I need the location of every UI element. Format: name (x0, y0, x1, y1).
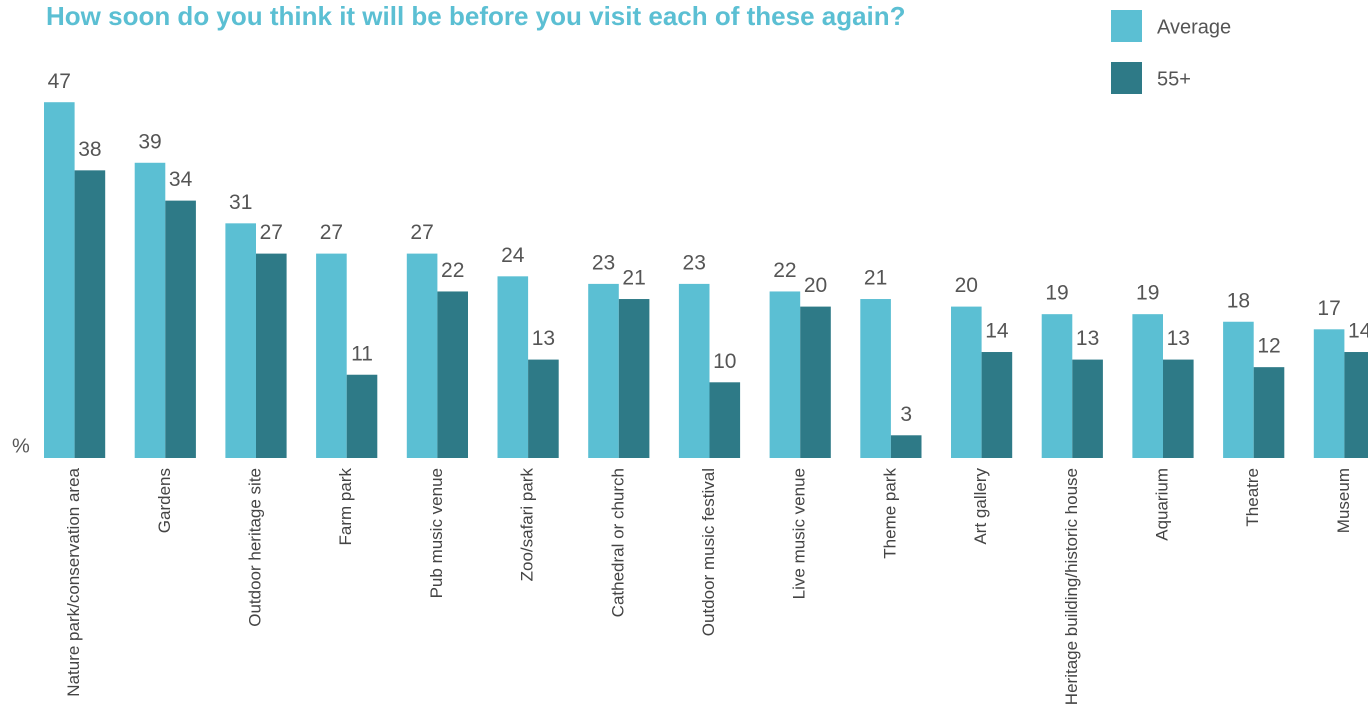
value-label: 23 (683, 251, 706, 274)
value-label: 18 (1227, 289, 1250, 312)
chart-title: How soon do you think it will be before … (46, 1, 906, 31)
legend-label: Average (1157, 16, 1231, 38)
value-label: 14 (1348, 320, 1368, 343)
bar (678, 283, 710, 458)
bar (1072, 359, 1103, 458)
bar (316, 253, 347, 458)
bar (709, 382, 741, 458)
value-label: 39 (138, 130, 161, 153)
bar (165, 200, 196, 458)
bar (74, 170, 106, 458)
value-label: 20 (955, 274, 978, 297)
value-label: 19 (1136, 282, 1159, 305)
x-tick-label: Aquarium (1152, 468, 1171, 541)
value-label: 12 (1257, 335, 1280, 358)
value-label: 47 (48, 70, 71, 93)
legend-swatch (1111, 62, 1142, 94)
bar (1313, 329, 1345, 458)
x-tick-label: Pub music venue (427, 468, 446, 598)
value-label: 22 (441, 259, 464, 282)
x-tick-label: Art gallery (971, 468, 990, 545)
legend-label: 55+ (1157, 68, 1191, 90)
bar (1223, 321, 1254, 458)
legend-swatch (1111, 10, 1142, 42)
bar (1163, 359, 1194, 458)
x-tick-label: Theatre (1243, 468, 1262, 527)
bar (860, 299, 891, 458)
x-tick-label: Farm park (336, 468, 355, 546)
value-label: 21 (864, 267, 887, 290)
value-label: 19 (1045, 282, 1068, 305)
x-tick-label: Museum (1334, 468, 1353, 533)
value-label: 38 (78, 138, 101, 161)
x-tick-label: Theme park (880, 468, 899, 559)
bar (44, 102, 75, 459)
x-tick-label: Live music venue (790, 468, 809, 599)
bar (800, 306, 831, 458)
value-label: 14 (985, 320, 1009, 343)
x-tick-label: Outdoor heritage site (245, 468, 264, 627)
bar (406, 253, 438, 458)
bar (1041, 314, 1073, 458)
value-label: 3 (900, 403, 912, 426)
bar (890, 435, 922, 458)
bar (134, 162, 166, 458)
x-tick-label: Heritage building/historic house (1062, 468, 1081, 705)
value-label: 31 (229, 191, 252, 214)
bar (588, 283, 619, 458)
value-label: 13 (1167, 327, 1190, 350)
value-label: 22 (773, 259, 796, 282)
x-tick-label: Cathedral or church (608, 468, 627, 617)
x-tick-label: Outdoor music festival (699, 468, 718, 636)
bar (225, 223, 256, 458)
bar (346, 374, 378, 458)
bar (769, 291, 801, 458)
value-label: 27 (410, 221, 433, 244)
value-label: 17 (1317, 297, 1340, 320)
bar (497, 276, 529, 458)
bar (618, 299, 650, 458)
value-label: 27 (320, 221, 343, 244)
bar (437, 291, 468, 458)
value-label: 13 (1076, 327, 1099, 350)
value-label: 11 (351, 342, 373, 365)
bar (1344, 352, 1368, 458)
value-label: 13 (532, 327, 555, 350)
bar (1132, 314, 1163, 458)
value-label: 21 (622, 267, 645, 290)
value-label: 20 (804, 274, 827, 297)
bar (256, 253, 287, 458)
value-label: 34 (169, 168, 193, 191)
value-label: 24 (501, 244, 525, 267)
bar (1253, 367, 1285, 458)
value-label: 27 (260, 221, 283, 244)
bar (981, 352, 1013, 458)
x-tick-label: Nature park/conservation area (64, 467, 83, 696)
y-axis-label: % (12, 435, 30, 457)
value-label: 23 (592, 251, 615, 274)
x-tick-label: Zoo/safari park (518, 468, 537, 582)
bar (528, 359, 559, 458)
bar (951, 306, 982, 458)
x-tick-label: Gardens (155, 468, 174, 533)
value-label: 10 (713, 350, 736, 373)
